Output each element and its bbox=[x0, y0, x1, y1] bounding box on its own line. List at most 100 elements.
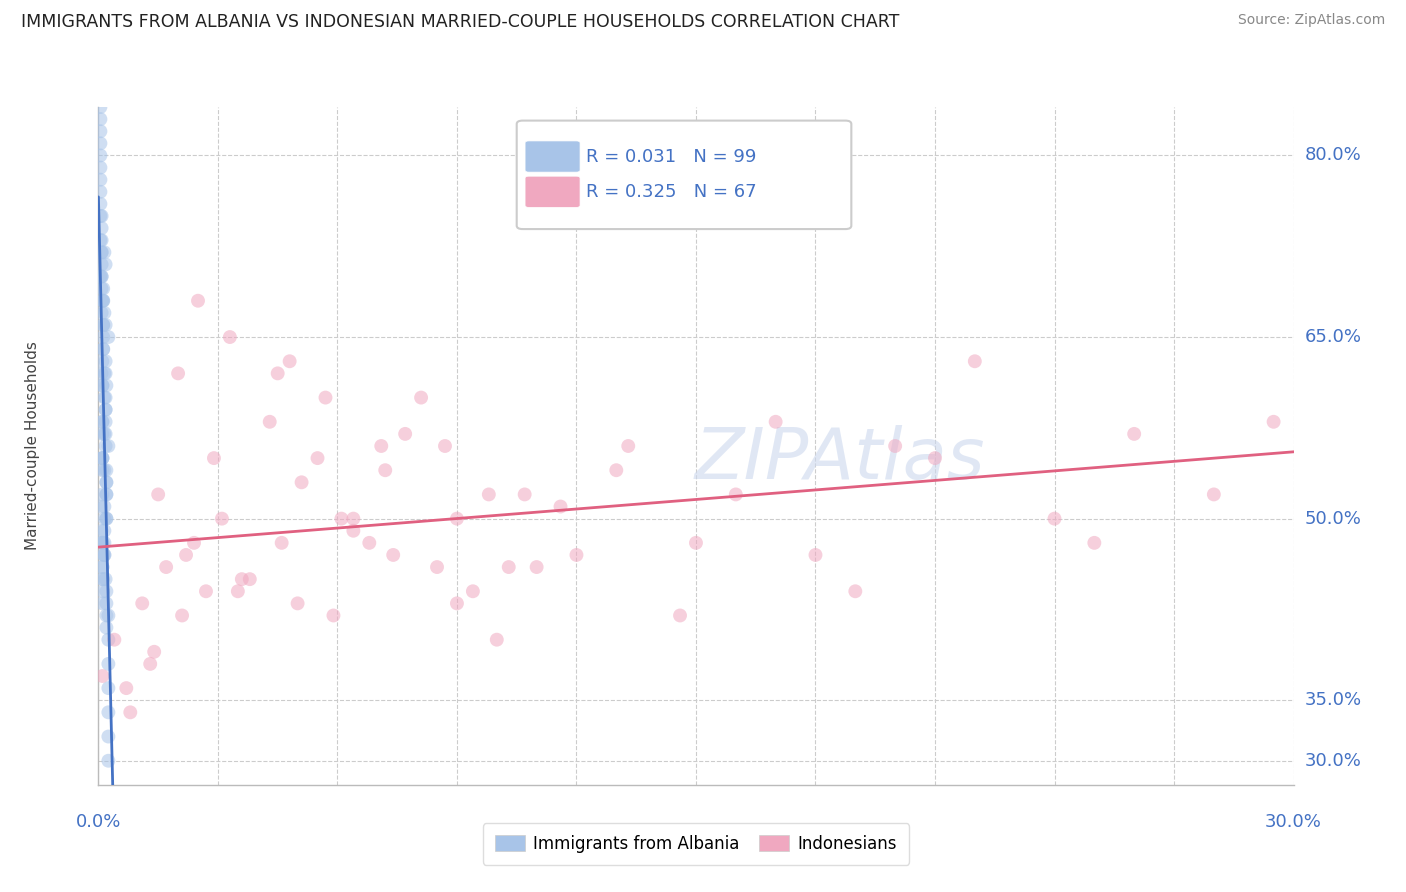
Point bbox=[94, 402, 117, 417]
Point bbox=[91, 536, 114, 550]
Text: 30.0%: 30.0% bbox=[1305, 752, 1361, 770]
Point bbox=[90, 233, 112, 247]
Point bbox=[884, 439, 907, 453]
Point bbox=[307, 451, 329, 466]
Point bbox=[93, 524, 115, 538]
Point bbox=[963, 354, 986, 368]
Text: Source: ZipAtlas.com: Source: ZipAtlas.com bbox=[1237, 13, 1385, 28]
Point bbox=[96, 487, 118, 501]
Point bbox=[148, 487, 170, 501]
Point bbox=[96, 584, 118, 599]
Point bbox=[96, 608, 118, 623]
Point bbox=[370, 439, 392, 453]
Point bbox=[426, 560, 449, 574]
Point bbox=[724, 487, 747, 501]
Point bbox=[267, 367, 290, 381]
Point bbox=[89, 136, 111, 151]
Point bbox=[93, 548, 115, 562]
Point bbox=[91, 342, 114, 356]
Point bbox=[91, 572, 114, 586]
Point bbox=[187, 293, 209, 308]
Point bbox=[97, 754, 120, 768]
Point bbox=[91, 669, 114, 683]
Point bbox=[167, 367, 190, 381]
Point bbox=[96, 475, 118, 490]
Point bbox=[103, 632, 125, 647]
Point bbox=[91, 293, 114, 308]
Text: 30.0%: 30.0% bbox=[1265, 813, 1322, 830]
Point bbox=[91, 451, 114, 466]
Point bbox=[91, 293, 114, 308]
Point bbox=[669, 608, 692, 623]
Point bbox=[94, 572, 117, 586]
Point bbox=[172, 608, 194, 623]
Point bbox=[1043, 511, 1066, 525]
Text: R = 0.031   N = 99: R = 0.031 N = 99 bbox=[586, 147, 756, 166]
Text: Married-couple Households: Married-couple Households bbox=[25, 342, 41, 550]
Point bbox=[90, 257, 112, 271]
Point bbox=[226, 584, 249, 599]
Point bbox=[231, 572, 253, 586]
Point bbox=[115, 681, 138, 695]
Point bbox=[617, 439, 640, 453]
Point bbox=[91, 318, 114, 332]
Point bbox=[89, 148, 111, 162]
Point bbox=[91, 378, 114, 392]
Point bbox=[91, 342, 114, 356]
Point bbox=[90, 269, 112, 284]
Point bbox=[96, 621, 118, 635]
Point bbox=[97, 706, 120, 720]
Point bbox=[143, 645, 166, 659]
Point bbox=[90, 221, 112, 235]
Point bbox=[446, 511, 468, 525]
Point bbox=[91, 426, 114, 441]
Point bbox=[94, 354, 117, 368]
Point bbox=[322, 608, 344, 623]
Point bbox=[278, 354, 301, 368]
Point bbox=[91, 536, 114, 550]
Point bbox=[498, 560, 520, 574]
Point bbox=[97, 330, 120, 344]
Point bbox=[96, 511, 118, 525]
Point bbox=[91, 330, 114, 344]
FancyBboxPatch shape bbox=[524, 177, 581, 207]
Point bbox=[97, 608, 120, 623]
Text: 35.0%: 35.0% bbox=[1305, 691, 1362, 709]
Point bbox=[97, 439, 120, 453]
Point bbox=[93, 306, 115, 320]
Point bbox=[374, 463, 396, 477]
Point bbox=[97, 657, 120, 671]
Point bbox=[89, 500, 111, 514]
Point bbox=[94, 415, 117, 429]
Point bbox=[202, 451, 225, 466]
Point bbox=[804, 548, 827, 562]
Point bbox=[91, 451, 114, 466]
Text: ZIPAtlas: ZIPAtlas bbox=[695, 425, 984, 494]
Point bbox=[94, 257, 117, 271]
Point bbox=[89, 161, 111, 175]
Point bbox=[685, 536, 707, 550]
Point bbox=[89, 100, 111, 114]
Point bbox=[461, 584, 484, 599]
Point bbox=[91, 282, 114, 296]
Point bbox=[342, 524, 364, 538]
Point bbox=[93, 391, 115, 405]
Point bbox=[270, 536, 292, 550]
Point bbox=[342, 511, 364, 525]
Point bbox=[239, 572, 262, 586]
Point bbox=[91, 378, 114, 392]
Point bbox=[550, 500, 572, 514]
Point bbox=[93, 536, 115, 550]
Point bbox=[89, 172, 111, 186]
Point bbox=[96, 463, 118, 477]
Point bbox=[924, 451, 946, 466]
Point bbox=[96, 475, 118, 490]
Point bbox=[513, 487, 536, 501]
Point bbox=[90, 209, 112, 223]
Point bbox=[93, 463, 115, 477]
Point bbox=[155, 560, 177, 574]
Point bbox=[485, 632, 508, 647]
Point bbox=[259, 415, 281, 429]
Point bbox=[330, 511, 353, 525]
Point bbox=[93, 245, 115, 260]
